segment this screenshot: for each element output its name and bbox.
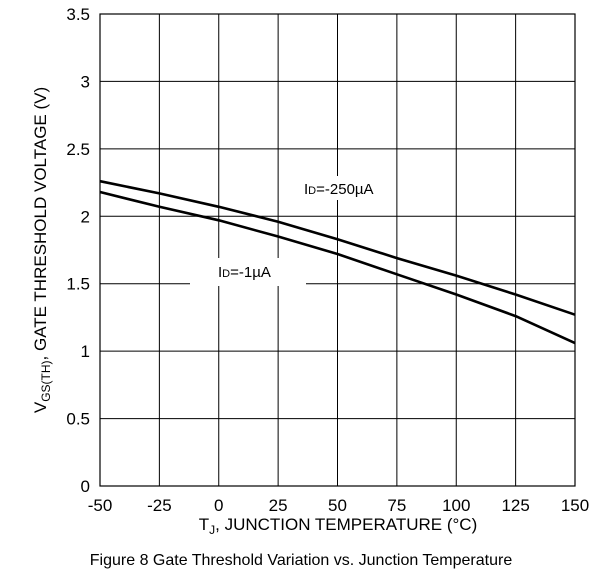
x-tick-labels: -50 -25 0 25 50 75 100 125 150	[88, 496, 589, 515]
x-tick-label: 50	[328, 496, 347, 515]
x-tick-label: 150	[561, 496, 589, 515]
series-label-text: ID=-1µA	[218, 264, 271, 281]
y-tick-label: 3	[81, 72, 90, 91]
series-lines	[99, 179, 576, 345]
y-tick-label: 2.5	[66, 140, 90, 159]
y-tick-labels: 0 0.5 1 1.5 2 2.5 3 3.5	[66, 5, 90, 496]
series-line-0	[99, 179, 576, 316]
x-tick-label: -25	[147, 496, 172, 515]
series-label-text: ID=-250µA	[304, 181, 374, 198]
grid	[99, 13, 576, 487]
y-tick-label: 0.5	[66, 410, 90, 429]
y-tick-label: 1	[81, 342, 90, 361]
y-tick-label: 0	[81, 477, 90, 496]
x-axis-title: TJ, JUNCTION TEMPERATURE (°C)	[199, 515, 478, 537]
x-tick-label: -50	[88, 496, 113, 515]
series-label-bg	[300, 176, 396, 200]
series-label-1ua: ID=-1µA	[190, 258, 306, 286]
y-tick-label: 1.5	[66, 275, 90, 294]
y-axis-title: VGS(TH), GATE THRESHOLD VOLTAGE (V)	[31, 87, 53, 413]
series-label-250ua: ID=-250µA	[300, 176, 396, 200]
x-tick-label: 125	[501, 496, 529, 515]
figure-caption: Figure 8 Gate Threshold Variation vs. Ju…	[89, 552, 513, 569]
y-tick-label: 2	[81, 207, 90, 226]
series-line-1	[99, 190, 576, 345]
y-tick-label: 3.5	[66, 5, 90, 24]
x-tick-label: 25	[269, 496, 288, 515]
plot-frame	[99, 13, 576, 487]
x-tick-label: 75	[387, 496, 406, 515]
series-label-bg	[190, 258, 306, 286]
x-tick-label: 100	[442, 496, 470, 515]
x-tick-label: 0	[214, 496, 223, 515]
